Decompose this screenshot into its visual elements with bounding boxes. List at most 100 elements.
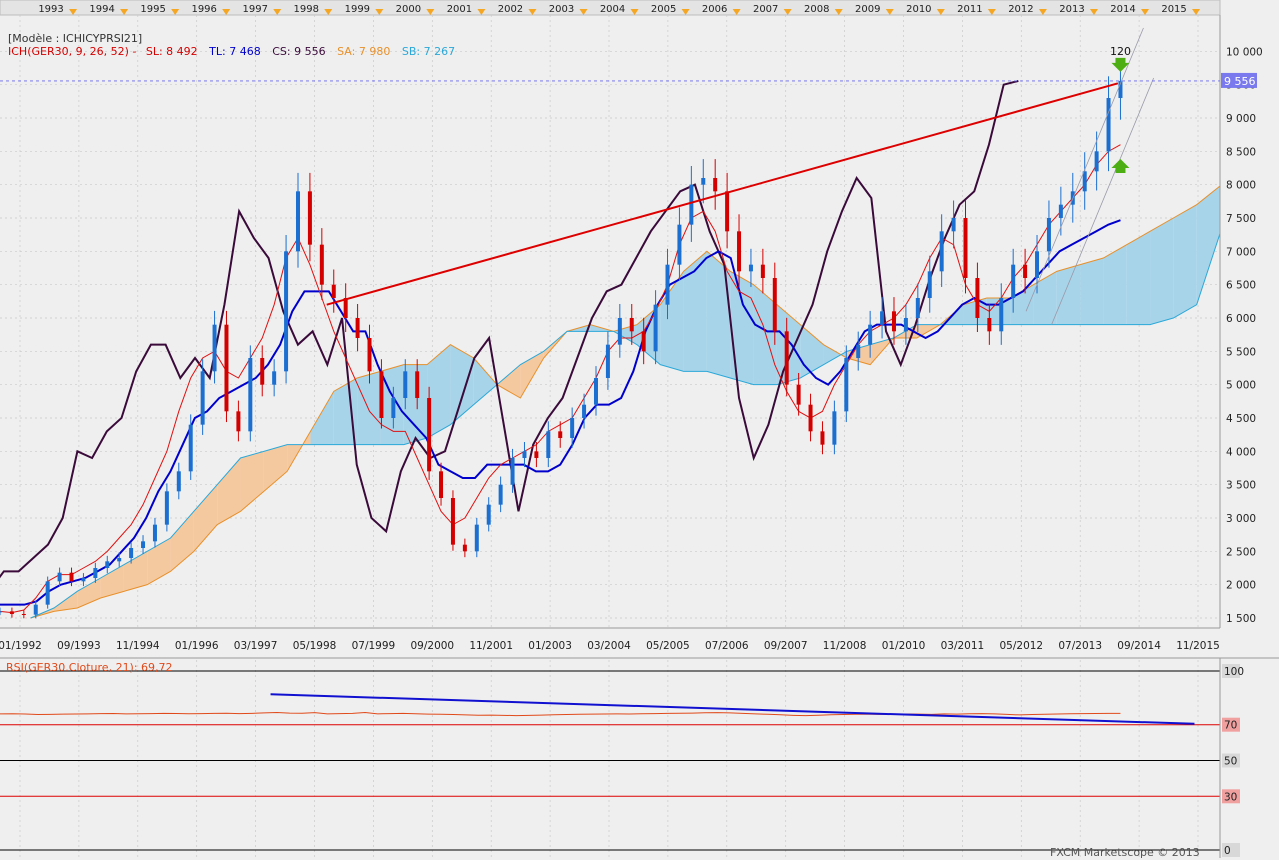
date-tick-label: 07/1999: [352, 640, 396, 652]
candle-body: [272, 371, 277, 385]
y-tick-label: 9 000: [1226, 113, 1256, 125]
rsi-panel: RSI(GER30.Cloture, 21): 69,72 100 70 50 30 0…: [0, 657, 1279, 859]
ichimoku-label: ICH(GER30, 9, 26, 52) - SL: 8 492 TL: 7 …: [8, 45, 455, 58]
candle-body: [546, 431, 551, 458]
candle-body: [737, 231, 742, 272]
y-tick-label: 3 000: [1226, 513, 1256, 525]
cloud-segment: [1033, 271, 1057, 325]
candle-body: [33, 604, 38, 615]
year-marker-icon: [987, 9, 996, 15]
year-marker-icon: [1089, 9, 1098, 15]
date-tick-label: 11/2001: [469, 640, 513, 652]
cloud-segment: [1056, 264, 1081, 325]
cloud-segment: [683, 251, 707, 372]
candle-body: [534, 451, 539, 458]
candle-body: [343, 298, 348, 318]
candle-body: [93, 568, 98, 578]
annotation-label: 120: [1110, 45, 1131, 58]
kijun-sen: [0, 219, 1121, 606]
candle-body: [832, 411, 837, 445]
candle-body: [0, 611, 2, 613]
cloud-segment: [403, 364, 428, 445]
candle-body: [880, 311, 885, 325]
candle-body: [677, 224, 682, 265]
year-label: 2004: [600, 4, 625, 15]
y-tick-label: 7 000: [1226, 246, 1256, 258]
date-tick-label: 09/2007: [764, 640, 808, 652]
candle-body: [367, 338, 372, 372]
legend-tl: TL: 7 468: [208, 45, 261, 58]
candle-body: [760, 264, 765, 278]
rsi-tick-label: 50: [1224, 756, 1237, 768]
year-marker-icon: [324, 9, 333, 15]
rsi-trendline: [270, 693, 1195, 725]
date-tick-label: 09/2014: [1117, 640, 1161, 652]
candle-body: [152, 524, 157, 542]
watermark: FXCM Marketscope © 2013: [1050, 846, 1200, 859]
date-axis: [0, 628, 1220, 656]
year-label: 2002: [498, 4, 523, 15]
candle-body: [498, 484, 503, 505]
year-label: 2005: [651, 4, 676, 15]
date-tick-label: 07/2006: [705, 640, 749, 652]
candle-body: [141, 541, 146, 548]
candle-body: [915, 298, 920, 318]
candle-body: [450, 498, 455, 545]
year-label: 2010: [906, 4, 931, 15]
candle-body: [903, 318, 908, 332]
candle-body: [1011, 264, 1016, 298]
date-tick-label: 05/2012: [999, 640, 1043, 652]
cloud-segment: [53, 591, 78, 612]
cloud-segment: [730, 271, 754, 385]
year-marker-icon: [579, 9, 588, 15]
candle-body: [605, 344, 610, 378]
year-label: 2003: [549, 4, 574, 15]
year-marker-icon: [936, 9, 945, 15]
candle-body: [1023, 264, 1028, 278]
cloud-segment: [147, 538, 171, 585]
date-tick-label: 11/1994: [116, 640, 160, 652]
candle-body: [629, 318, 634, 332]
candle-body: [868, 324, 873, 345]
candle-body: [689, 184, 694, 225]
y-tick-label: 2 500: [1226, 546, 1256, 558]
cloud-segment: [1196, 186, 1220, 305]
candle-body: [1118, 80, 1123, 98]
candle-body: [748, 264, 753, 272]
year-label: 2013: [1059, 4, 1084, 15]
candle-body: [260, 358, 265, 385]
cloud-segment: [520, 351, 544, 398]
candle-body: [248, 358, 253, 432]
year-label: 1997: [243, 4, 268, 15]
cloud-segment: [427, 344, 451, 438]
cloud-segment: [310, 391, 334, 445]
trendline-channel-lower: [1051, 77, 1155, 325]
candle-body: [891, 311, 896, 332]
cloud-segment: [193, 484, 218, 552]
year-labels: 1993 1994 1995 1996 1997 1998 1999 2000 2001 2002…: [38, 4, 1201, 15]
year-label: 1994: [89, 4, 114, 15]
rsi-grid: [19, 660, 1199, 858]
arrow-up-icon: [1111, 159, 1130, 173]
candle-body: [117, 558, 122, 562]
rsi-tick-label: 30: [1224, 791, 1237, 803]
year-label: 2001: [447, 4, 472, 15]
date-tick-label: 01/2003: [528, 640, 572, 652]
date-tick-label: 01/2010: [882, 640, 926, 652]
candle-body: [212, 324, 217, 372]
rsi-axis-labels: 100 70 50 30 0: [1222, 664, 1244, 857]
cloud-segment: [753, 284, 777, 385]
candle-body: [1094, 151, 1099, 172]
cloud-segment: [450, 344, 474, 425]
y-tick-label: 10 000: [1226, 46, 1263, 58]
cloud-segment: [800, 324, 824, 378]
last-price-box: [1221, 72, 1257, 88]
y-tick-label: 5 000: [1226, 380, 1256, 392]
cloud-segment: [1080, 258, 1104, 325]
date-tick-label: 05/2005: [646, 640, 690, 652]
cloud-segment: [123, 551, 148, 592]
trendline-channel-upper: [1025, 27, 1144, 312]
candle-body: [570, 418, 575, 438]
candle-body: [856, 344, 861, 358]
cloud-segment: [706, 251, 731, 378]
